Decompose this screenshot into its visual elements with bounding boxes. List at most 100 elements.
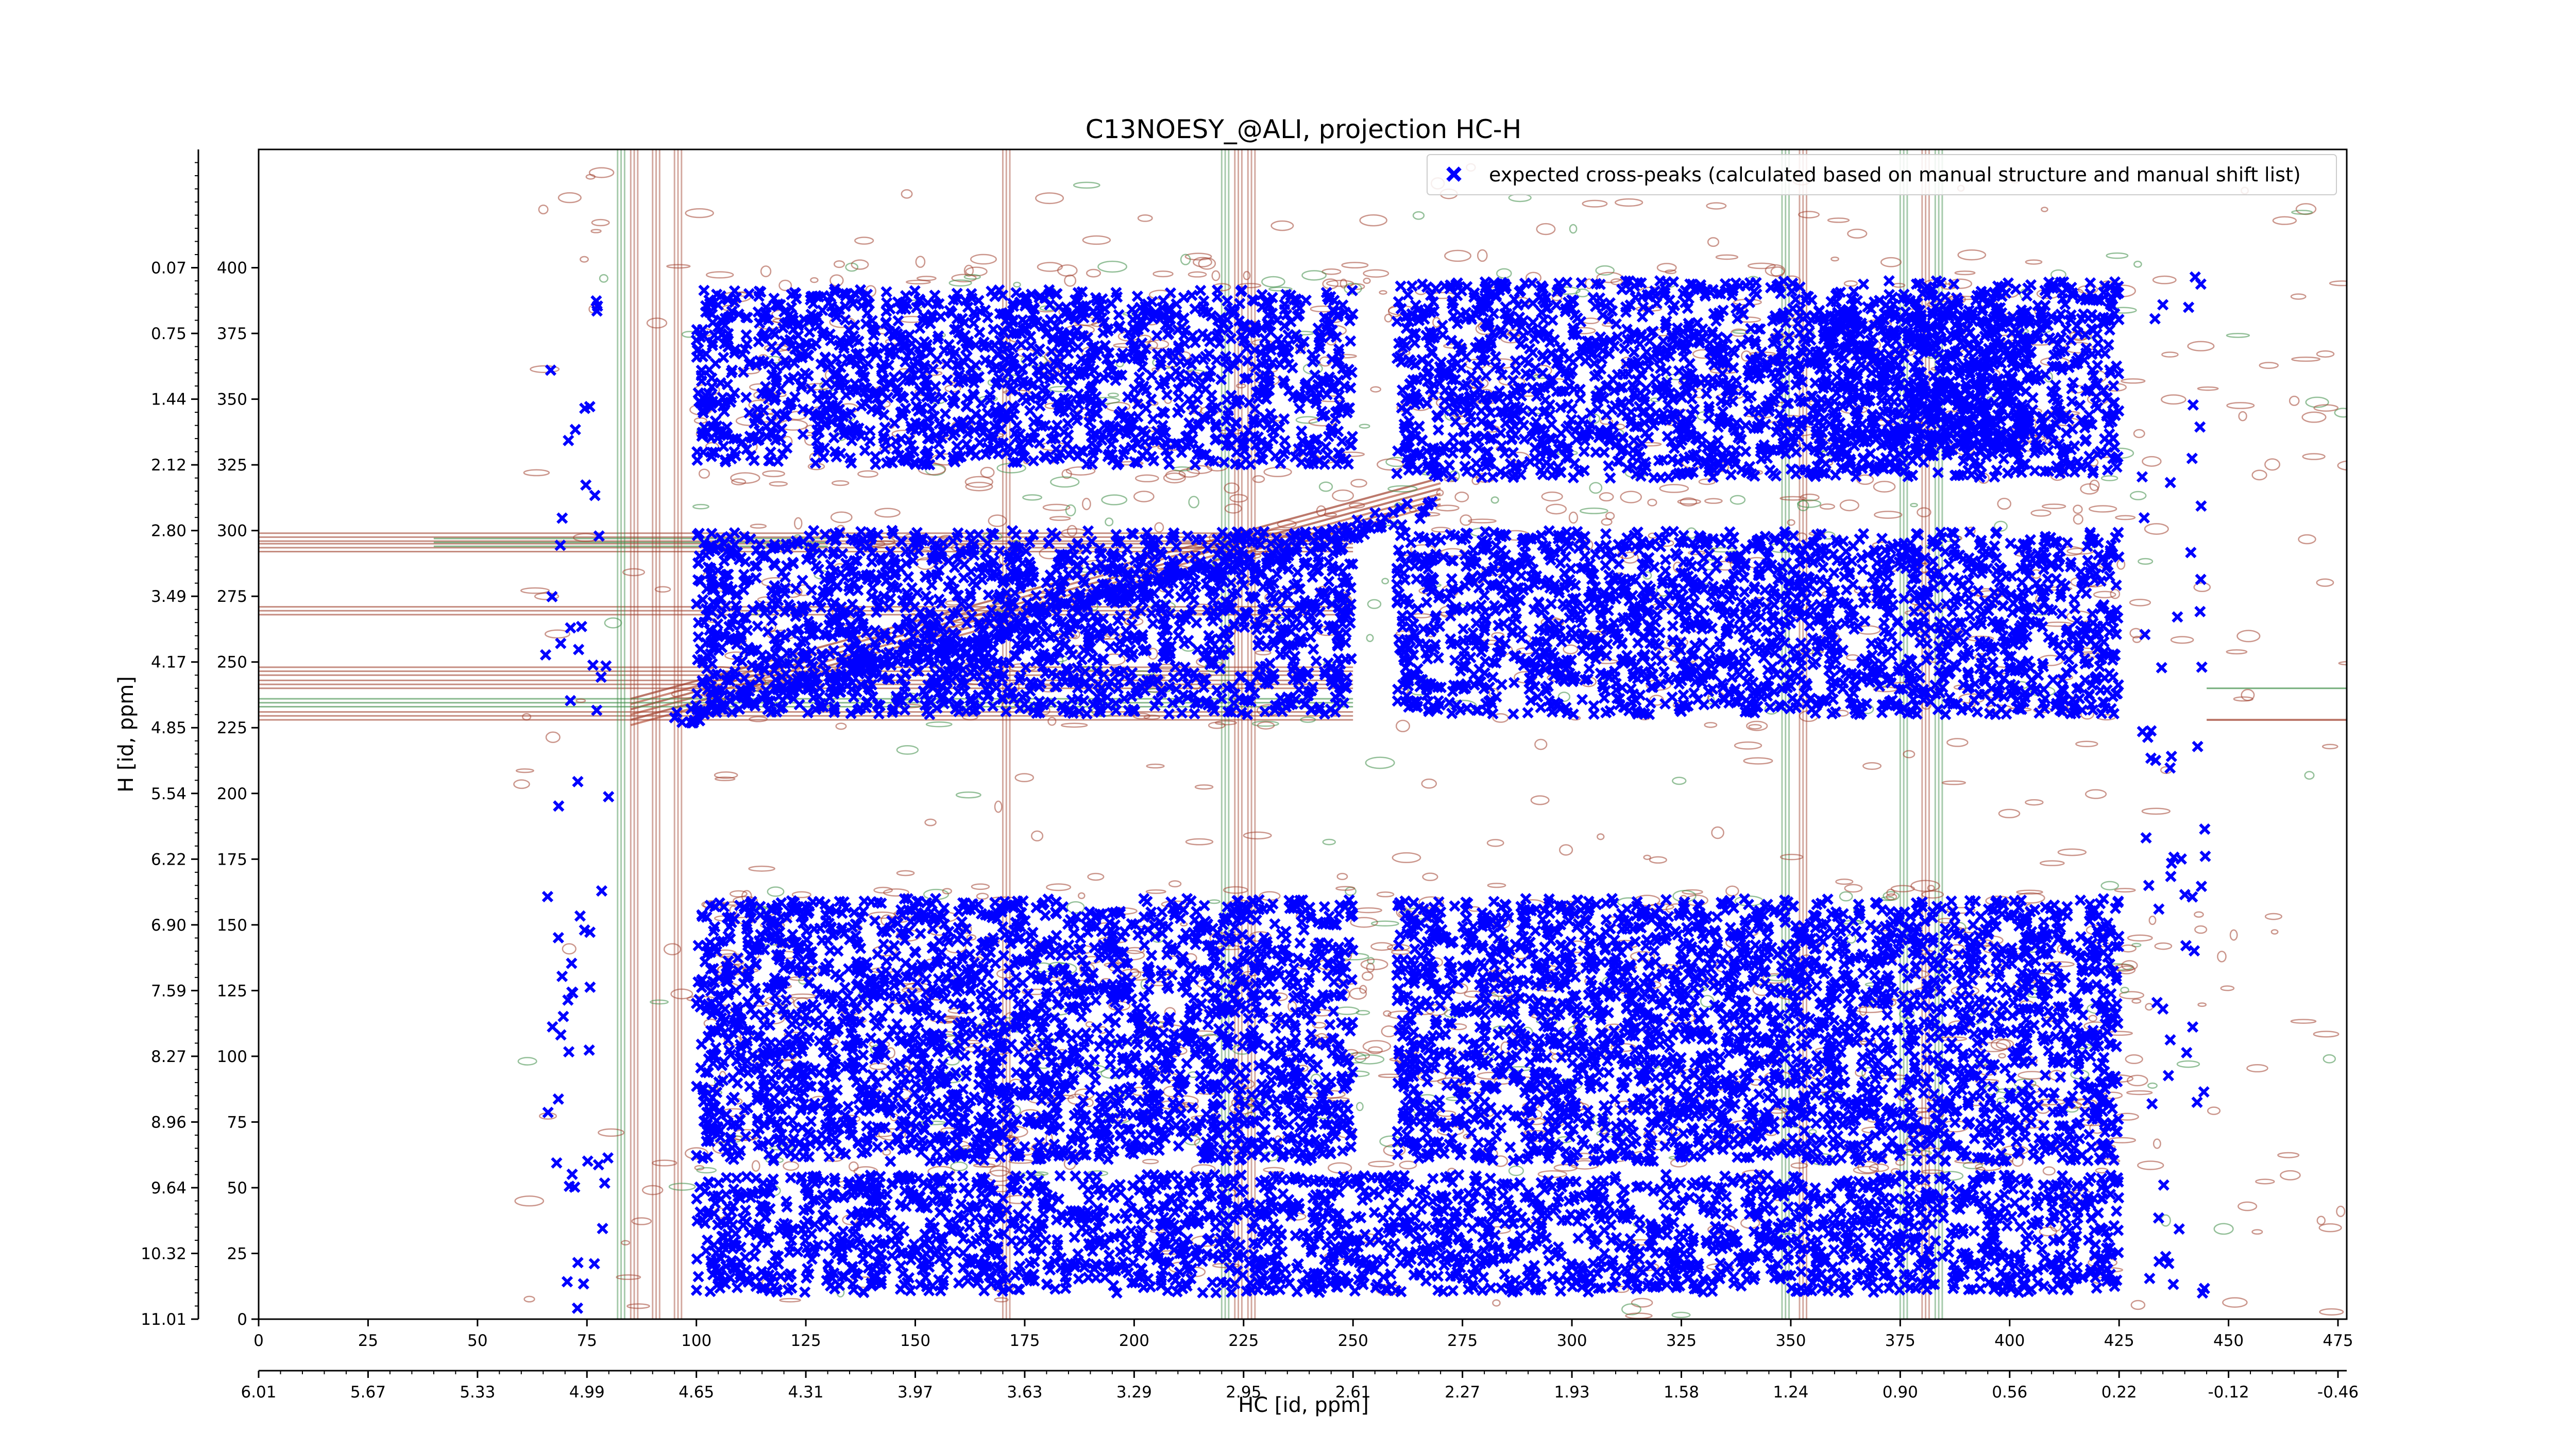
contour-blob	[994, 1297, 1009, 1303]
contour-blob	[1013, 281, 1021, 288]
contour-blob	[1435, 504, 1460, 512]
contour-blob	[2153, 1138, 2161, 1149]
contour-blob	[1436, 489, 1444, 497]
contour-blob	[2141, 807, 2171, 815]
contour-blob	[2084, 789, 2107, 799]
contour-blob	[1229, 494, 1248, 503]
contour-blob	[1486, 839, 1504, 847]
contour-blob	[1468, 518, 1497, 524]
contour-blob	[1277, 520, 1297, 529]
contour-blob	[1180, 254, 1191, 265]
contour-blob	[749, 716, 768, 722]
contour-blob	[1186, 465, 1213, 474]
contour-blob	[2321, 744, 2338, 750]
contour-blob	[1387, 485, 1418, 493]
contour-blob	[714, 771, 738, 779]
contour-blob	[1359, 214, 1387, 227]
contour-blob	[1946, 738, 1969, 747]
contour-blob	[1903, 750, 1916, 759]
contour-blob	[1042, 503, 1071, 511]
contour-blob	[1730, 495, 1746, 505]
contour-blob	[874, 508, 901, 518]
contour-blob	[1862, 762, 1882, 770]
contour-blob	[925, 721, 953, 728]
contour-blob	[1797, 499, 1822, 508]
contour-blob	[948, 279, 972, 287]
contour-blob	[523, 469, 550, 477]
contour-blob	[598, 1128, 625, 1137]
contour-blob	[1954, 271, 1976, 276]
contour-blob	[1798, 211, 1820, 218]
contour-blob	[1066, 525, 1077, 537]
contour-blob	[1946, 907, 1976, 914]
contour-blob	[970, 254, 997, 265]
contour-blob	[2291, 357, 2320, 362]
contour-blob	[2217, 950, 2227, 963]
contour-blob	[915, 256, 926, 268]
contour-blob	[1672, 777, 1687, 785]
contour-blob	[2280, 1170, 2301, 1181]
contour-blob	[1746, 720, 1768, 731]
contour-blob	[2142, 456, 2162, 467]
contour-blob	[517, 1057, 537, 1066]
contour-blob	[2290, 293, 2307, 300]
contour-blob	[2213, 1223, 2234, 1235]
contour-blob	[2039, 1226, 2057, 1237]
contour-blob	[1707, 237, 1720, 247]
contour-blob	[2301, 411, 2327, 423]
contour-blob	[2197, 386, 2219, 391]
contour-blob	[2337, 460, 2347, 471]
contour-blob	[896, 870, 915, 877]
contour-blob	[1874, 511, 1903, 519]
contour-blob	[1142, 1158, 1159, 1165]
contour-blob	[2148, 915, 2157, 925]
contour-blob	[2259, 362, 2279, 369]
contour-blob	[1368, 1160, 1395, 1168]
contour-blob	[1251, 720, 1279, 727]
contour-blob	[1642, 571, 1652, 580]
contour-blob	[2313, 404, 2339, 412]
contour-blob	[1657, 964, 1679, 970]
contour-blob	[1585, 278, 1594, 290]
contour-blob	[1336, 872, 1348, 881]
contour-blob	[2318, 1223, 2342, 1233]
contour-blob	[750, 524, 767, 529]
contour-blob	[685, 208, 714, 218]
contour-blob	[1621, 1303, 1641, 1316]
contour-blob	[1133, 491, 1155, 502]
contour-blob	[2041, 207, 2048, 212]
contour-blob	[1559, 844, 1573, 856]
contour-blob	[1835, 878, 1854, 885]
contour-blob	[1677, 498, 1701, 505]
contour-blob	[1395, 719, 1411, 733]
contour-blob	[2298, 534, 2316, 545]
contour-blob	[1097, 260, 1128, 273]
contour-blob	[1847, 228, 1868, 239]
contour-blob	[1444, 249, 1471, 262]
contour-blob	[1551, 286, 1581, 295]
contour-blob	[1819, 503, 1836, 510]
contour-blob	[1057, 264, 1078, 277]
contour-blob	[2246, 1064, 2268, 1073]
contour-blob	[791, 891, 811, 899]
contour-blob	[2075, 740, 2098, 748]
contour-blob	[1582, 199, 1608, 208]
contour-blob	[515, 768, 534, 773]
contour-blob	[1300, 716, 1316, 723]
contour-blob	[1827, 217, 1850, 223]
contour-blob	[562, 943, 577, 955]
contour-blob	[2236, 630, 2261, 643]
contour-blob	[705, 271, 734, 279]
contour-blob	[951, 274, 977, 283]
contour-blob	[1454, 492, 1469, 502]
contour-blob	[2338, 661, 2347, 666]
contour-blob	[1477, 249, 1488, 262]
contour-blob	[769, 481, 788, 487]
contour-blob	[976, 892, 989, 900]
contour-blob	[590, 229, 602, 233]
contour-blob	[2197, 1002, 2207, 1007]
contour-blob	[1014, 773, 1035, 782]
contour-blob	[696, 1167, 717, 1174]
contour-blob	[646, 317, 668, 329]
contour-blob	[513, 779, 530, 789]
